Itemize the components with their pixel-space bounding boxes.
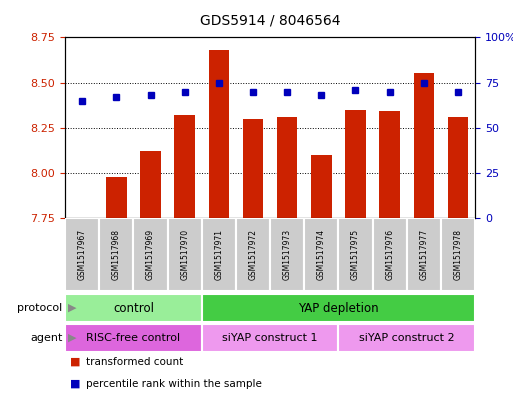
FancyBboxPatch shape xyxy=(407,218,441,291)
Bar xyxy=(106,178,127,218)
Text: YAP depletion: YAP depletion xyxy=(298,301,379,315)
Text: GDS5914 / 8046564: GDS5914 / 8046564 xyxy=(200,14,340,28)
Text: control: control xyxy=(113,301,154,315)
Text: percentile rank within the sample: percentile rank within the sample xyxy=(86,378,262,389)
Text: ■: ■ xyxy=(70,357,81,367)
FancyBboxPatch shape xyxy=(202,324,339,352)
Bar xyxy=(380,112,400,218)
Text: GSM1517972: GSM1517972 xyxy=(248,229,258,280)
Text: GSM1517976: GSM1517976 xyxy=(385,229,394,280)
Bar xyxy=(277,117,298,218)
FancyBboxPatch shape xyxy=(100,218,133,291)
FancyBboxPatch shape xyxy=(133,218,168,291)
Text: RISC-free control: RISC-free control xyxy=(86,333,181,343)
FancyBboxPatch shape xyxy=(65,218,100,291)
Text: ▶: ▶ xyxy=(68,303,76,313)
Text: agent: agent xyxy=(30,333,63,343)
Bar xyxy=(345,110,366,218)
Text: GSM1517975: GSM1517975 xyxy=(351,229,360,280)
Text: GSM1517969: GSM1517969 xyxy=(146,229,155,280)
Text: GSM1517973: GSM1517973 xyxy=(283,229,292,280)
Text: GSM1517974: GSM1517974 xyxy=(317,229,326,280)
FancyBboxPatch shape xyxy=(202,294,475,322)
Bar xyxy=(140,151,161,218)
FancyBboxPatch shape xyxy=(236,218,270,291)
FancyBboxPatch shape xyxy=(270,218,304,291)
FancyBboxPatch shape xyxy=(202,218,236,291)
Text: ■: ■ xyxy=(70,378,81,389)
Text: GSM1517978: GSM1517978 xyxy=(453,229,462,280)
Bar xyxy=(413,73,434,218)
Bar xyxy=(311,155,331,218)
Bar xyxy=(243,119,263,218)
Text: siYAP construct 1: siYAP construct 1 xyxy=(222,333,318,343)
Text: protocol: protocol xyxy=(17,303,63,313)
Text: GSM1517970: GSM1517970 xyxy=(180,229,189,280)
Text: siYAP construct 2: siYAP construct 2 xyxy=(359,333,455,343)
FancyBboxPatch shape xyxy=(339,218,372,291)
FancyBboxPatch shape xyxy=(65,324,202,352)
Bar xyxy=(174,115,195,218)
Bar xyxy=(448,117,468,218)
FancyBboxPatch shape xyxy=(168,218,202,291)
FancyBboxPatch shape xyxy=(304,218,339,291)
Text: ▶: ▶ xyxy=(68,333,76,343)
Text: GSM1517977: GSM1517977 xyxy=(419,229,428,280)
FancyBboxPatch shape xyxy=(372,218,407,291)
Text: transformed count: transformed count xyxy=(86,357,183,367)
Bar xyxy=(209,50,229,218)
FancyBboxPatch shape xyxy=(65,294,202,322)
Text: GSM1517967: GSM1517967 xyxy=(78,229,87,280)
FancyBboxPatch shape xyxy=(441,218,475,291)
Text: GSM1517971: GSM1517971 xyxy=(214,229,223,280)
FancyBboxPatch shape xyxy=(339,324,475,352)
Text: GSM1517968: GSM1517968 xyxy=(112,229,121,280)
